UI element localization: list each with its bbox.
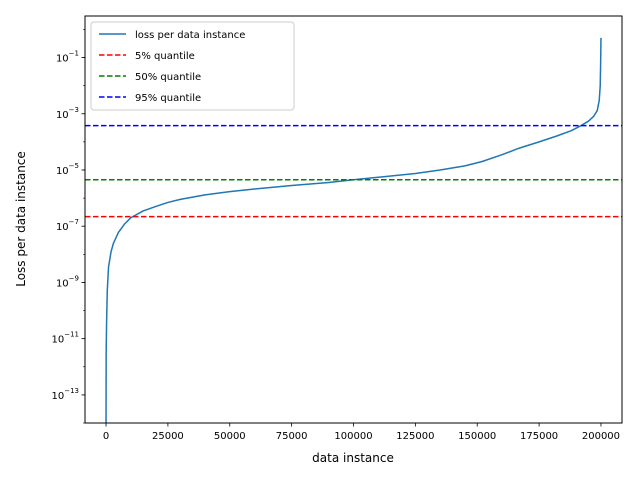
y-tick-label: 10−13: [51, 387, 79, 402]
y-tick-label: 10−5: [56, 162, 79, 177]
x-tick-label: 75000: [276, 431, 308, 442]
y-axis-ticks: 10−13 10−11 10−9 10−7 10−5 10−3 10−1: [51, 29, 85, 424]
x-tick-label: 125000: [396, 431, 434, 442]
x-axis-ticks: 0 25000 50000 75000 100000 125000 150000 175000…: [103, 423, 620, 442]
legend-box: [90, 21, 295, 111]
x-tick-label: 100000: [334, 431, 372, 442]
x-tick-label: 200000: [582, 431, 620, 442]
y-tick-label: 10−9: [56, 274, 79, 289]
x-tick-label: 175000: [520, 431, 558, 442]
y-tick-label: 10−11: [51, 331, 79, 346]
plot-lines: [85, 37, 622, 423]
x-axis-label: data instance: [312, 451, 394, 465]
y-tick-label: 10−3: [56, 106, 79, 121]
y-tick-label: 10−7: [56, 218, 79, 233]
legend-label-3: 95% quantile: [135, 93, 201, 104]
x-tick-label: 150000: [458, 431, 496, 442]
x-tick-label: 50000: [214, 431, 246, 442]
legend-label-2: 50% quantile: [135, 72, 201, 83]
legend: loss per data instance 5% quantile 50% qua…: [90, 21, 295, 111]
x-tick-label: 25000: [152, 431, 184, 442]
legend-label-0: loss per data instance: [135, 30, 245, 41]
legend-label-1: 5% quantile: [135, 51, 195, 62]
y-axis-label: Loss per data instance: [14, 151, 28, 287]
x-tick-label: 0: [103, 431, 109, 442]
y-tick-label: 10−1: [56, 50, 79, 65]
